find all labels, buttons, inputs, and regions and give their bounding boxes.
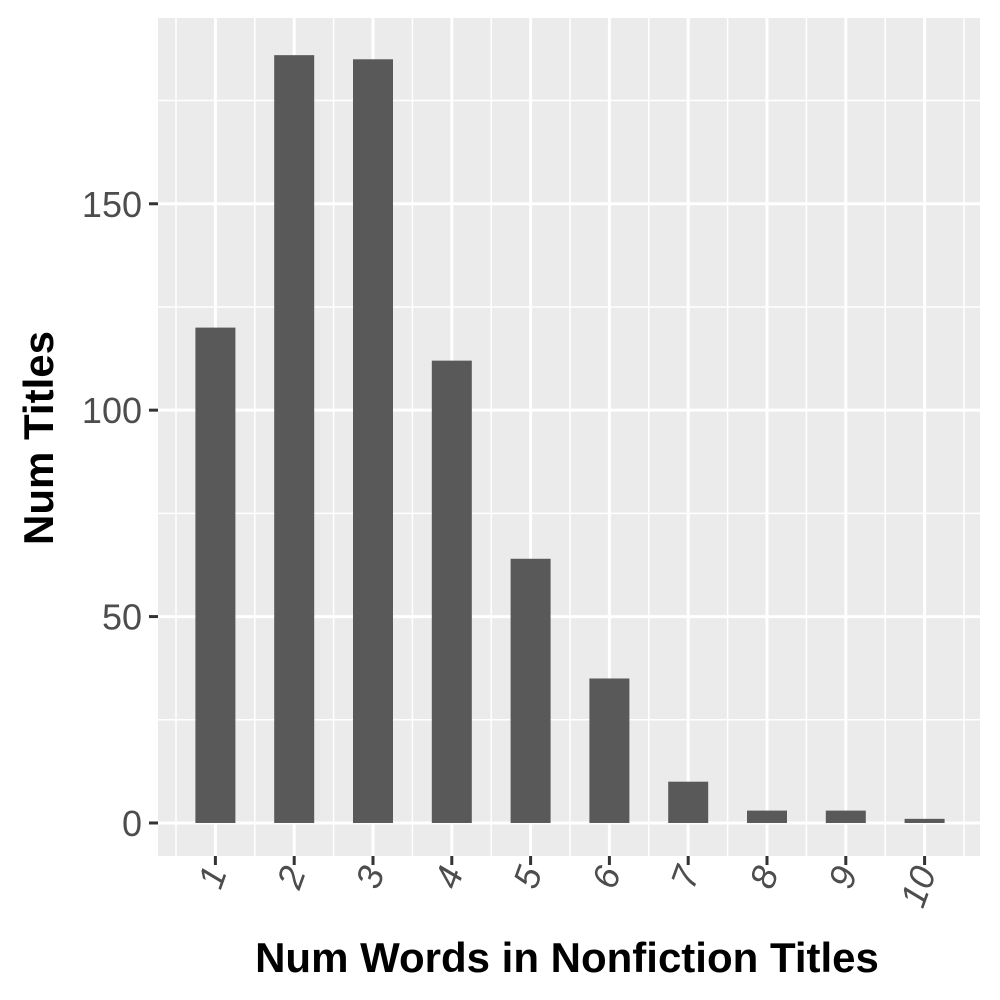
x-tick-label: 9 — [820, 861, 865, 894]
x-tick-label: 5 — [505, 860, 551, 894]
x-axis: 1 2 3 4 5 6 7 8 9 10 — [190, 856, 944, 913]
x-tick-label: 3 — [347, 861, 392, 894]
y-axis: 0 50 100 150 — [82, 184, 158, 844]
bar-2 — [274, 55, 315, 823]
bar-9 — [825, 810, 866, 823]
bar-1 — [195, 327, 236, 823]
bar-3 — [353, 59, 393, 823]
y-axis-title: Num Titles — [15, 331, 62, 545]
x-axis-title: Num Words in Nonfiction Titles — [255, 934, 879, 981]
bar-8 — [747, 810, 787, 823]
bar-10 — [904, 818, 945, 823]
x-tick-label: 10 — [892, 861, 944, 913]
x-tick-label: 6 — [584, 860, 630, 894]
bar-6 — [589, 678, 630, 823]
y-tick-label: 0 — [122, 803, 142, 844]
bar-4 — [431, 360, 472, 823]
bar-5 — [510, 558, 551, 823]
y-tick-label: 50 — [102, 597, 142, 638]
x-tick-label: 8 — [741, 861, 786, 894]
bars — [195, 55, 945, 823]
x-tick-label: 1 — [190, 861, 235, 894]
x-tick-label: 7 — [662, 859, 708, 894]
y-tick-label: 100 — [82, 390, 142, 431]
x-tick-label: 4 — [426, 861, 471, 894]
y-tick-label: 150 — [82, 184, 142, 225]
x-tick-label: 2 — [268, 861, 314, 895]
bar-7 — [668, 781, 709, 823]
